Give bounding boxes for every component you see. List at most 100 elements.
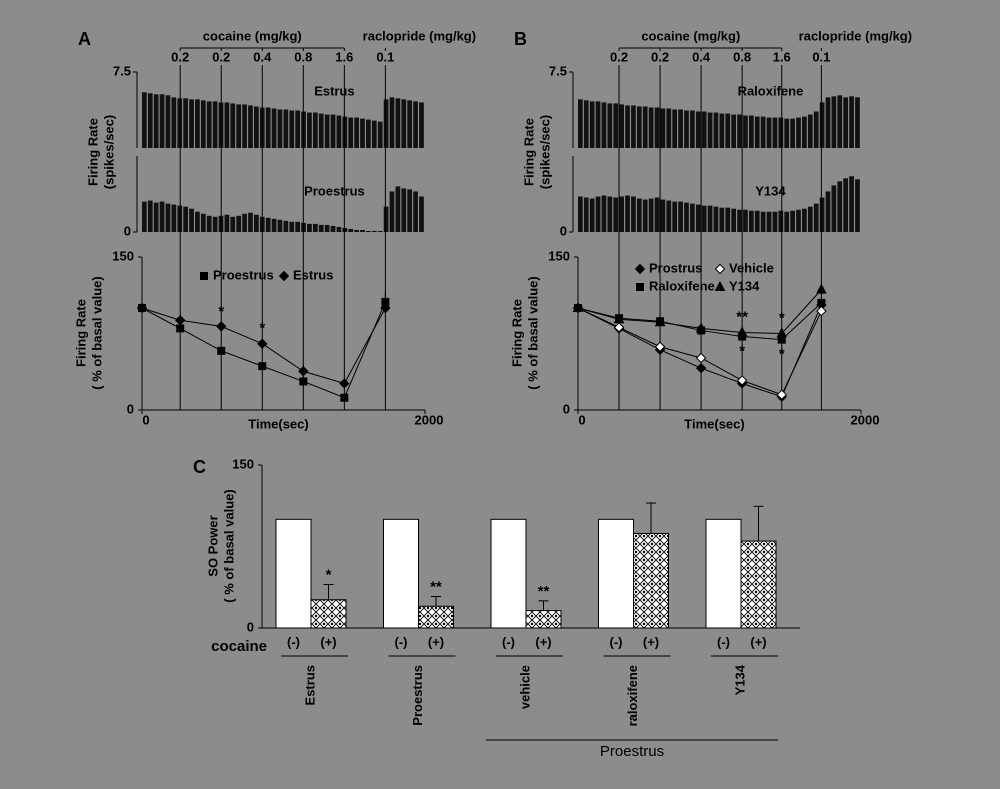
- trace-bar: [383, 99, 389, 148]
- trace-bar: [660, 199, 666, 232]
- trace-bar: [153, 202, 159, 232]
- trace-bar: [619, 104, 624, 148]
- trace-bar: [737, 209, 742, 232]
- data-point: [695, 322, 707, 333]
- trace-bar: [695, 111, 701, 148]
- trace-bar: [619, 196, 624, 232]
- trace-bar: [684, 110, 689, 148]
- trace-label: Y134: [755, 183, 786, 198]
- trace-bar: [695, 204, 701, 232]
- panel-label: A: [78, 29, 91, 49]
- label-bg: [732, 83, 809, 101]
- data-point: [217, 346, 226, 355]
- label-bg: [167, 51, 194, 65]
- trace-bar: [825, 97, 831, 148]
- trace-bar: [312, 223, 318, 232]
- dose-label: 0.4: [253, 49, 272, 64]
- data-point: [174, 315, 186, 326]
- trace-bar: [330, 225, 336, 232]
- trace-bar: [725, 207, 731, 232]
- trace-bar: [395, 98, 401, 148]
- trace-bar: [837, 95, 843, 148]
- trace-bar: [230, 103, 236, 148]
- trace-bar: [813, 111, 819, 148]
- trace-bar: [807, 206, 813, 232]
- trace-bar: [636, 106, 642, 148]
- trace-bar: [766, 117, 772, 148]
- trace-bar: [678, 201, 683, 232]
- condition-label: (+): [535, 634, 551, 649]
- trace-label: Raloxifene: [738, 83, 804, 98]
- trace-bar: [719, 113, 725, 148]
- bar: [310, 599, 347, 629]
- label-bg: [290, 51, 317, 65]
- treatment-label: cocaine (mg/kg): [641, 28, 740, 43]
- treatment-label: raclopride (mg/kg): [363, 28, 476, 43]
- trace-bar: [419, 102, 424, 148]
- trace-bar: [377, 230, 383, 232]
- bar: [383, 518, 419, 629]
- trace-bar: [831, 185, 837, 232]
- bar: [418, 605, 454, 629]
- trace-bar: [312, 112, 318, 148]
- y-axis-label: Firing Rate: [73, 299, 88, 367]
- legend-marker: [636, 283, 644, 291]
- trace-bar: [831, 96, 837, 148]
- condition-label: (-): [287, 634, 300, 649]
- bar: [740, 540, 777, 629]
- data-point: [817, 298, 826, 307]
- trace-bar: [395, 186, 401, 232]
- legend-marker: [714, 280, 726, 291]
- legend-label: Y134: [729, 278, 760, 293]
- data-point: [776, 389, 787, 400]
- trace-bar: [295, 221, 301, 232]
- bracket-label: Proestrus: [600, 743, 664, 760]
- trace-bar: [595, 101, 601, 148]
- trace-bar: [401, 188, 407, 232]
- trace-bar: [159, 94, 165, 148]
- group-label: Estrus: [302, 665, 317, 705]
- data-point: [776, 327, 788, 338]
- y-tick-label: 150: [112, 248, 134, 263]
- trace-bar: [672, 201, 678, 232]
- trace-bar: [307, 223, 312, 232]
- label-bg: [768, 51, 795, 65]
- dose-label: 0.8: [294, 49, 312, 64]
- trace-bar: [855, 179, 860, 232]
- label-bg: [808, 51, 835, 65]
- data-point: [816, 283, 827, 294]
- trace-bar: [642, 106, 648, 148]
- significance: *: [259, 320, 265, 337]
- y-axis-label: Firing Rate: [85, 118, 100, 186]
- x-axis-label: Time(sec): [248, 416, 308, 431]
- significance: *: [218, 303, 224, 320]
- trace-bar: [825, 191, 831, 232]
- trace-bar: [318, 224, 324, 232]
- y-tick-label: 0: [124, 223, 131, 238]
- legend-marker: [634, 263, 646, 275]
- data-point: [654, 316, 666, 327]
- trace-bar: [802, 208, 807, 232]
- condition-label: (-): [395, 634, 408, 649]
- trace-bar: [595, 196, 601, 232]
- row-label: cocaine: [211, 638, 267, 655]
- dose-label: 1.6: [773, 49, 791, 64]
- trace-bar: [743, 115, 748, 148]
- data-point: [216, 321, 227, 332]
- y-tick-label: 0: [247, 619, 254, 634]
- trace-bar: [707, 112, 713, 148]
- legend-marker: [714, 263, 726, 275]
- legend-label: Prostrus: [649, 260, 702, 275]
- condition-label: (-): [717, 634, 730, 649]
- bar: [633, 532, 669, 629]
- data-point: [380, 302, 391, 314]
- trace-bar: [666, 200, 672, 232]
- trace-bar: [849, 96, 854, 148]
- trace-bar: [165, 95, 171, 148]
- trace-bar: [407, 100, 413, 148]
- trace-bar: [754, 116, 760, 148]
- data-point: [298, 366, 309, 377]
- trace-bar: [731, 114, 737, 148]
- x-tick-label: 0: [578, 412, 585, 427]
